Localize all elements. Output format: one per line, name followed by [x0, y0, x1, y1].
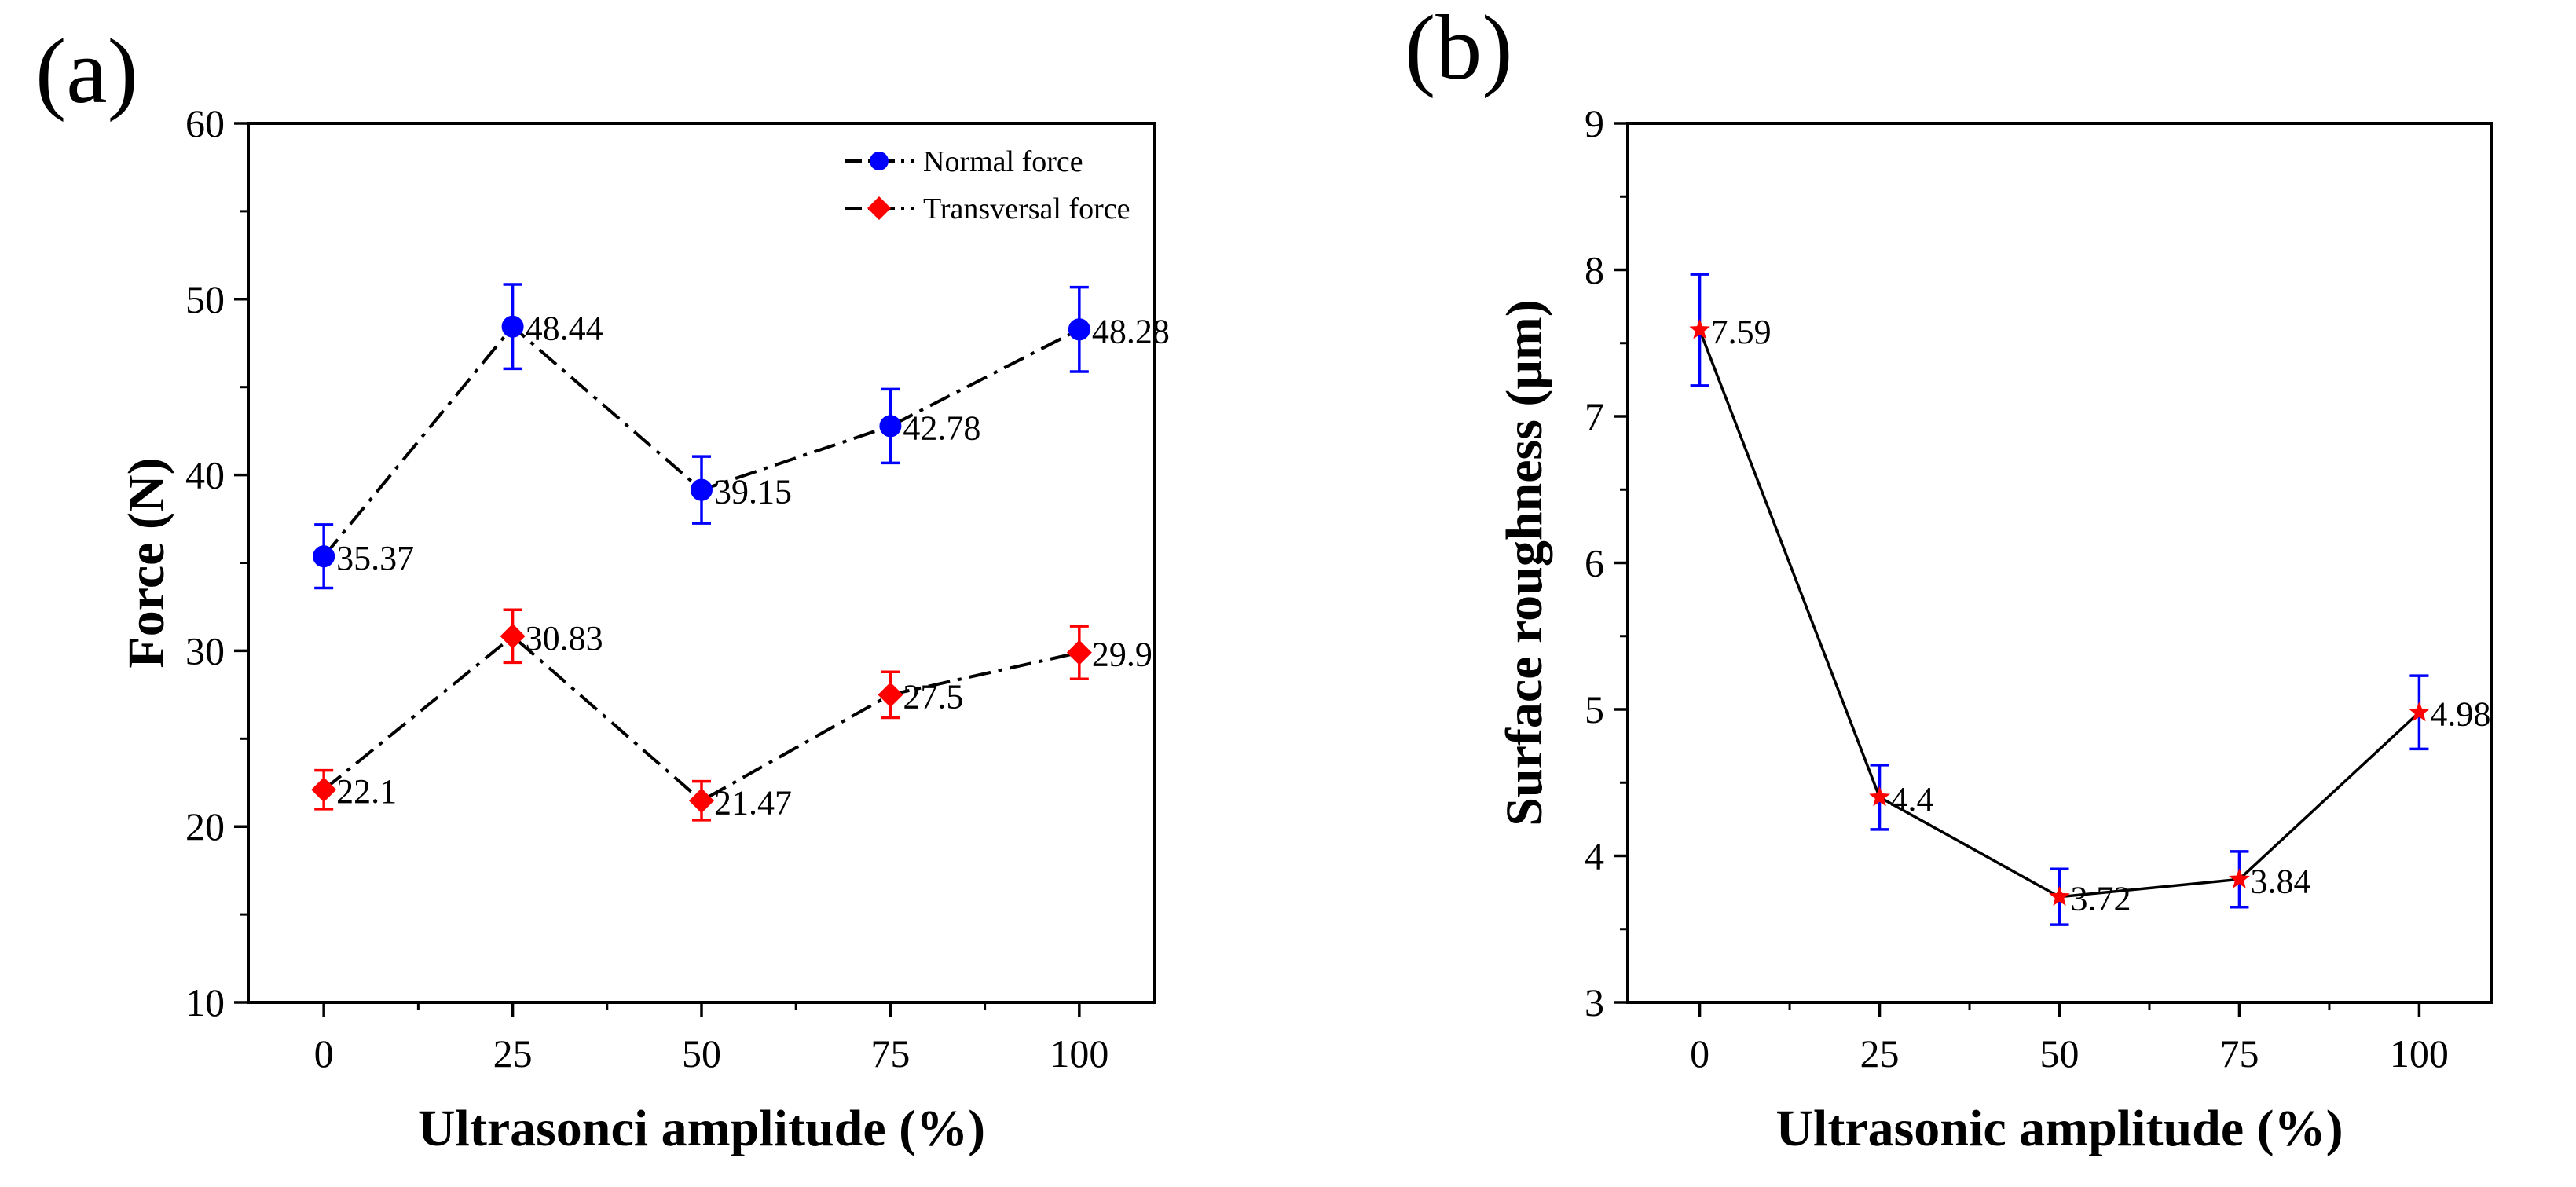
legend-marker: [867, 196, 891, 220]
y-tick-label: 10: [185, 980, 225, 1024]
y-tick-label: 9: [1585, 101, 1604, 145]
y-axis-title: Force (N): [118, 457, 175, 668]
legend-label: Transversal force: [923, 192, 1130, 225]
data-label: 22.1: [336, 772, 397, 811]
series-line: [1698, 329, 2420, 899]
panel-tag: (a): [35, 20, 138, 123]
series-surface-roughness: 7.59 4.4 3.72 3.84 4.98: [1689, 273, 2490, 926]
data-point: [2409, 701, 2430, 722]
data-point: [1869, 786, 1890, 807]
data-point: [500, 623, 526, 649]
x-tick-label: 100: [2390, 1031, 2449, 1075]
y-tick-label: 60: [185, 101, 225, 145]
x-tick-label: 50: [682, 1031, 721, 1075]
panel-b: (b) 0 25 50 75 100 3 4 5 6 7 8 9 Ultrasonic amplitude…: [1405, 0, 2493, 1157]
data-label: 21.47: [714, 783, 792, 822]
data-point: [1068, 318, 1090, 341]
x-tick-label: 25: [493, 1031, 533, 1075]
data-label: 39.15: [714, 473, 792, 511]
legend-label: Normal force: [923, 145, 1083, 178]
data-point: [2229, 868, 2250, 888]
series-transversal-force: 22.1 30.83 21.47 27.5 29.9: [311, 608, 1152, 822]
y-tick-label: 5: [1585, 687, 1604, 731]
x-tick-label: 100: [1050, 1031, 1108, 1075]
data-point: [1689, 319, 1710, 339]
data-point: [879, 415, 902, 438]
data-point: [878, 682, 903, 708]
data-point: [689, 788, 714, 814]
legend: Normal force Transversal force: [845, 145, 1130, 225]
x-axis-title: Ultrasonic amplitude (%): [1775, 1100, 2343, 1157]
y-tick-label: 8: [1585, 248, 1604, 292]
x-axis-title: Ultrasonci amplitude (%): [418, 1100, 985, 1157]
x-tick-label: 0: [1690, 1031, 1709, 1075]
x-tick-label: 75: [870, 1031, 910, 1075]
y-tick-label: 3: [1585, 980, 1604, 1024]
data-label: 3.72: [2071, 880, 2131, 918]
y-tick-label: 50: [185, 277, 225, 321]
panel-tag: (b): [1405, 0, 1513, 99]
data-label: 7.59: [1711, 313, 1772, 351]
series-normal-force: 35.37 48.44 39.15 42.78 48.28: [313, 283, 1170, 590]
data-label: 48.28: [1092, 312, 1170, 350]
data-point: [1066, 639, 1092, 665]
data-label: 30.83: [526, 619, 603, 658]
data-point: [501, 315, 524, 338]
data-label: 4.4: [1891, 780, 1934, 819]
data-point: [311, 777, 337, 803]
data-label: 42.78: [903, 408, 980, 447]
x-tick-label: 25: [1860, 1031, 1900, 1075]
data-label: 48.44: [526, 310, 603, 348]
y-axis-title: Surface roughness (μm): [1496, 299, 1553, 826]
data-point: [691, 478, 713, 501]
data-label: 27.5: [903, 677, 963, 716]
data-point: [313, 545, 335, 568]
y-tick-label: 6: [1585, 541, 1604, 585]
y-tick-label: 4: [1585, 834, 1604, 878]
series-line: [322, 634, 1080, 803]
panel-a: (a) 0 25 50 75 100 10 20 30 40 50 60 Ultrasonci ampl…: [35, 20, 1170, 1157]
data-label: 4.98: [2430, 695, 2490, 734]
y-tick-label: 20: [185, 804, 225, 848]
y-tick-label: 40: [185, 453, 225, 497]
data-label: 35.37: [336, 539, 414, 577]
x-tick-label: 50: [2040, 1031, 2079, 1075]
data-label: 3.84: [2250, 862, 2310, 900]
legend-marker: [870, 152, 889, 170]
x-tick-label: 75: [2219, 1031, 2259, 1075]
data-label: 29.9: [1092, 636, 1152, 674]
y-tick-label: 7: [1585, 394, 1604, 438]
y-tick-label: 30: [185, 628, 225, 672]
x-tick-label: 0: [314, 1031, 334, 1075]
data-point: [2049, 885, 2070, 906]
